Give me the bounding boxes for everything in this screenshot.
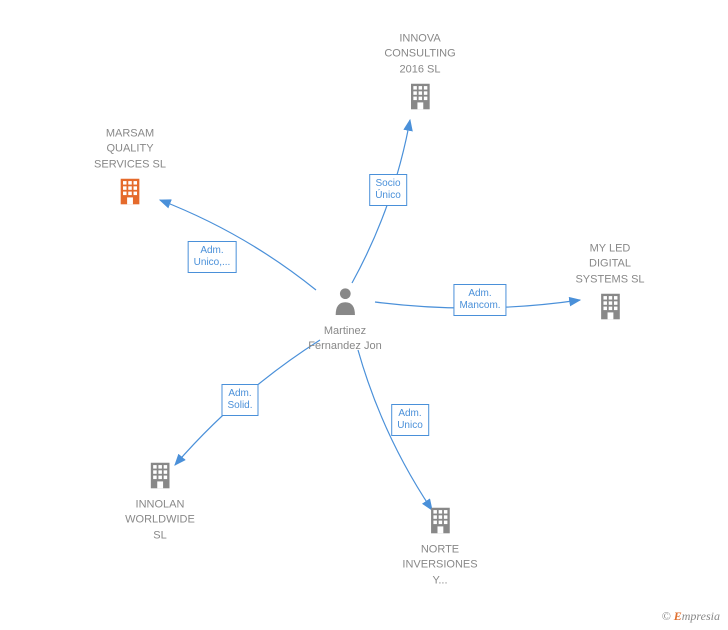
copyright-symbol: © [662, 609, 671, 623]
edge-label-myled: Adm. Mancom. [453, 284, 506, 316]
company-node-norte: NORTE INVERSIONES Y... [402, 501, 477, 588]
edge-label-norte: Adm. Unico [391, 404, 429, 436]
building-icon [596, 292, 624, 320]
person-icon [332, 285, 358, 315]
building-icon [426, 505, 454, 533]
company-label: MARSAM QUALITY SERVICES SL [94, 126, 166, 172]
person-node: Martinez Fernandez Jon [308, 285, 381, 355]
brand-rest: mpresia [682, 609, 720, 623]
company-label: INNOVA CONSULTING 2016 SL [384, 31, 455, 77]
company-node-innolan: INNOLAN WORLDWIDE SL [125, 456, 195, 543]
company-label: MY LED DIGITAL SYSTEMS SL [575, 241, 644, 287]
company-node-myled: MY LED DIGITAL SYSTEMS SL [575, 241, 644, 328]
edge-marsam [160, 200, 316, 290]
person-label: Martinez Fernandez Jon [308, 324, 381, 355]
edge-label-marsam: Adm. Unico,... [188, 241, 237, 273]
building-icon [116, 177, 144, 205]
edge-label-innova: Socio Único [369, 174, 407, 206]
company-label: INNOLAN WORLDWIDE SL [125, 497, 195, 543]
company-label: NORTE INVERSIONES Y... [402, 542, 477, 588]
company-node-innova: INNOVA CONSULTING 2016 SL [384, 31, 455, 118]
edge-label-innolan: Adm. Solid. [221, 384, 258, 416]
building-icon [146, 460, 174, 488]
building-icon [406, 82, 434, 110]
network-diagram: Martinez Fernandez Jon MARSAM QUALITY SER… [0, 0, 728, 630]
brand-prefix: E [674, 609, 682, 623]
company-node-marsam: MARSAM QUALITY SERVICES SL [94, 126, 166, 213]
copyright: © Empresia [662, 609, 720, 624]
